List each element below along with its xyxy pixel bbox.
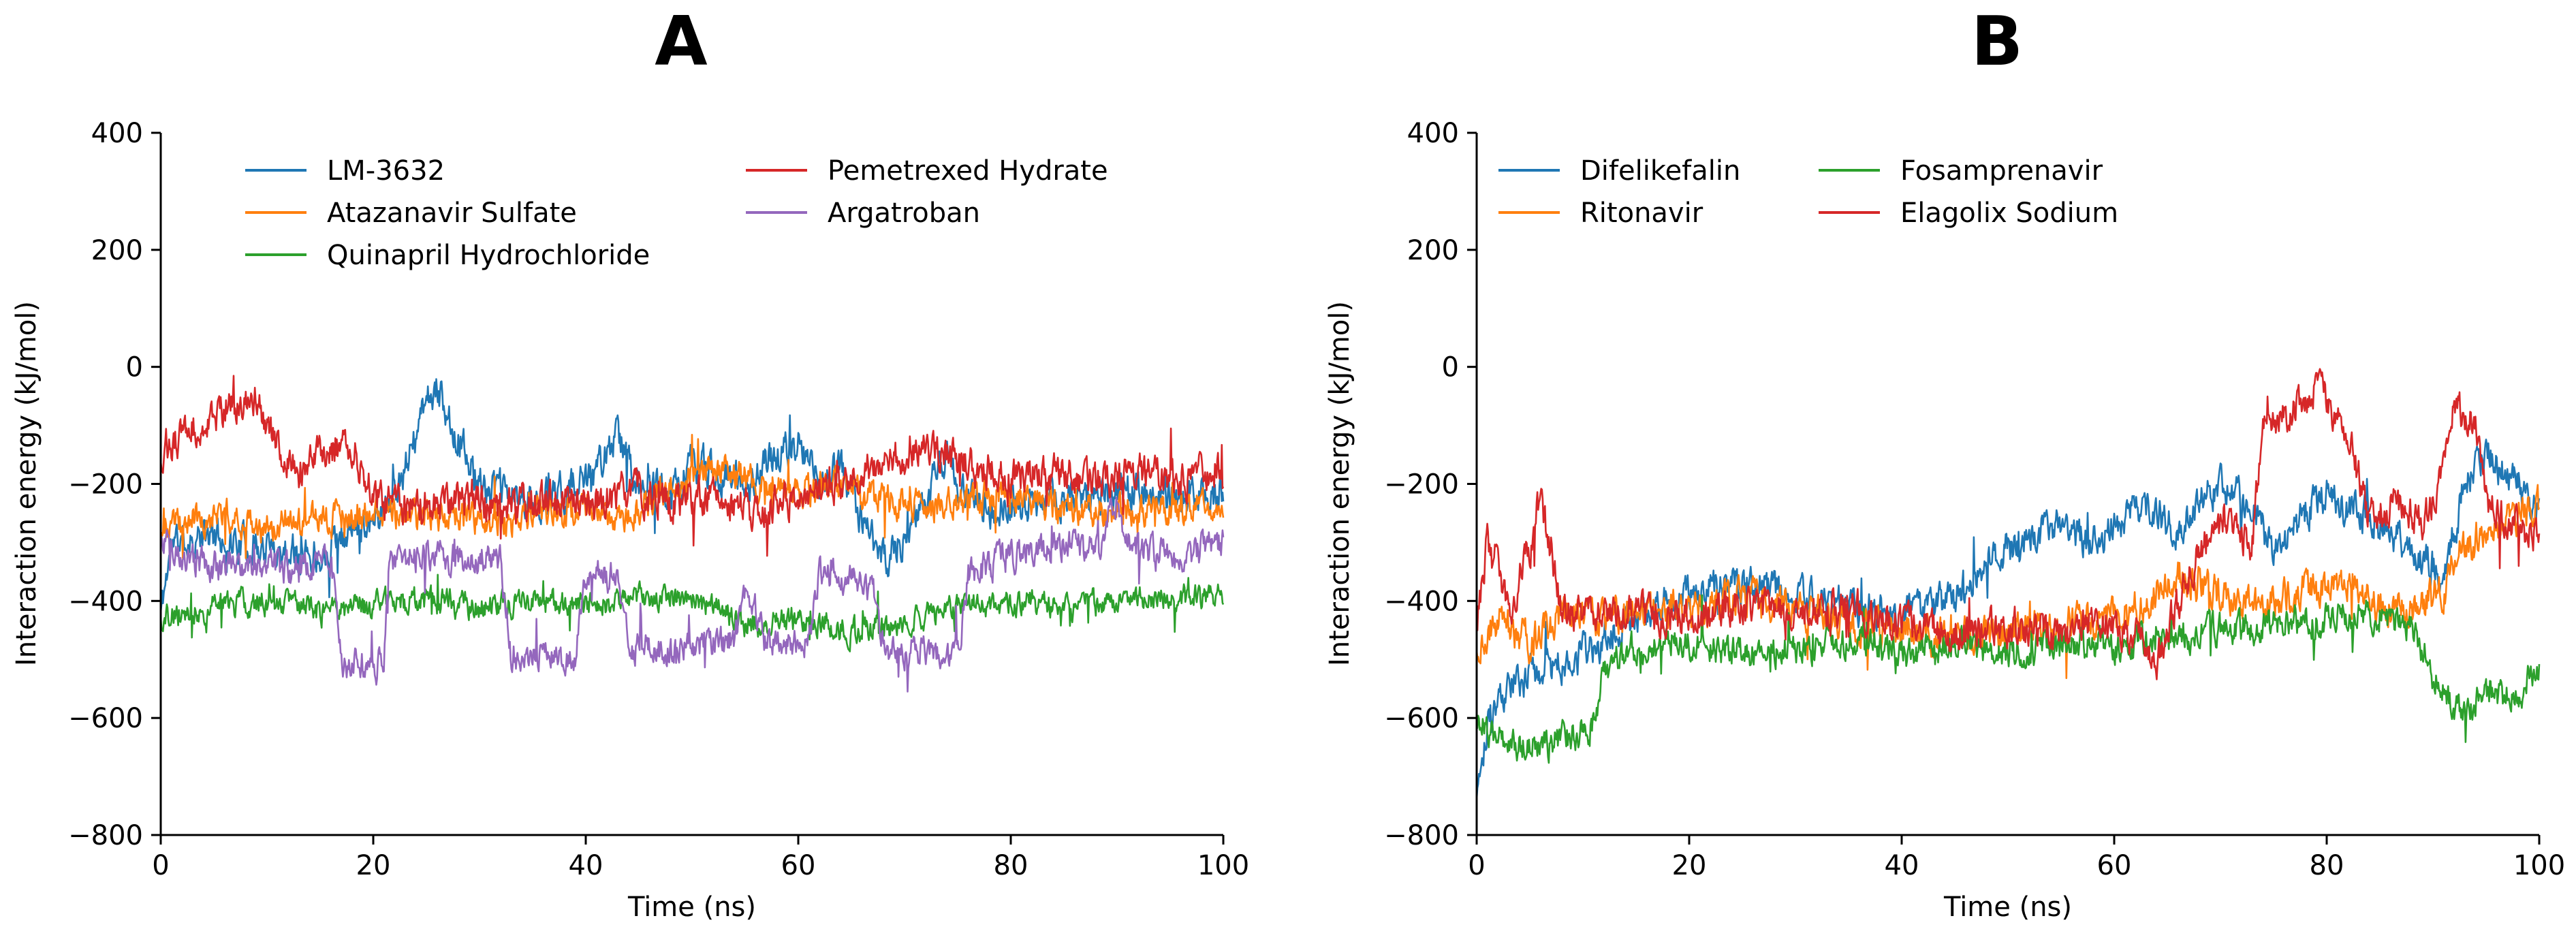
panel-b-y-tick-label: −600 [1384,703,1459,734]
panel-a-series-line-2 [159,573,1225,652]
panel-b-x-ticks: 0 20 40 60 80 100 [1468,835,2565,881]
panel-a-y-ticks: 400 200 0 −200 −400 −600 −800 [68,118,161,851]
panel-a-x-tick-label: 80 [994,850,1028,881]
panel-a-y-tick-label: −600 [68,703,143,734]
panel-a-legend-label: LM-3632 [327,155,445,187]
panel-b-series-line-3 [1475,368,2541,680]
panel-a-x-tick-label: 60 [781,850,816,881]
panel-a-y-tick-label: 400 [91,118,143,149]
panel-a-legend-label: Quinapril Hydrochloride [327,240,650,271]
panel-b-label: B [1971,1,2023,81]
panel-b-y-tick-label: −200 [1384,469,1459,501]
panel-a-x-tick-label: 40 [569,850,603,881]
panel-b-y-axis-label: Interaction energy (kJ/mol) [1324,301,1355,666]
panel-b-x-tick-label: 100 [2513,850,2565,881]
panel-b-y-tick-label: 400 [1407,118,1459,149]
panel-a-legend-label: Argatroban [828,198,980,229]
panel-b-y-tick-label: −400 [1384,586,1459,617]
panel-b-x-tick-label: 0 [1468,850,1485,881]
panel-b-x-axis-label: Time (ns) [1943,892,2072,923]
panel-b-y-tick-label: −800 [1384,820,1459,851]
panel-b-x-tick-label: 20 [1672,850,1707,881]
panel-b-x-tick-label: 60 [2097,850,2132,881]
panel-a-chart: A 0 20 40 60 80 100 400 200 0 −200 −400 −600 −800 T… [11,1,1249,923]
panel-a-series-group [159,375,1225,693]
panel-a-legend-label: Atazanavir Sulfate [327,198,577,229]
panel-a-y-tick-label: 200 [91,235,143,266]
panel-b-x-tick-label: 40 [1885,850,1919,881]
panel-b-y-tick-label: 200 [1407,235,1459,266]
panel-b-legend-label: Difelikefalin [1580,155,1740,187]
panel-b-legend: Difelikefalin Ritonavir Fosamprenavir Elago… [1498,155,2118,229]
panel-a-x-ticks: 0 20 40 60 80 100 [152,835,1249,881]
panel-a-y-tick-label: −800 [68,820,143,851]
panel-a-legend: LM-3632 Atazanavir Sulfate Quinapril Hydro… [245,155,1108,271]
panel-a-label: A [655,1,707,81]
panel-b-chart: B 0 20 40 60 80 100 400 200 0 −200 −400 −600 −800 T… [1324,1,2565,923]
panel-a-y-axis-label: Interaction energy (kJ/mol) [11,301,42,666]
panel-a-series-line-3 [159,375,1225,557]
panel-b-y-tick-label: 0 [1442,352,1459,383]
panel-b-legend-label: Fosamprenavir [1900,155,2103,187]
panel-b-y-ticks: 400 200 0 −200 −400 −600 −800 [1384,118,1477,851]
panel-a-y-tick-label: −200 [68,469,143,501]
panel-a-series-line-0 [159,378,1225,613]
panel-a-y-tick-label: −400 [68,586,143,617]
panel-a-series-line-4 [159,496,1225,693]
panel-b-x-tick-label: 80 [2310,850,2344,881]
panel-a-x-tick-label: 100 [1197,850,1249,881]
panel-b-legend-label: Elagolix Sodium [1900,198,2118,229]
panel-b-series-line-2 [1475,594,2541,764]
panel-a-x-axis-label: Time (ns) [627,892,756,923]
panel-a-x-tick-label: 0 [152,850,169,881]
panel-a-y-tick-label: 0 [126,352,143,383]
panel-b-legend-label: Ritonavir [1580,198,1703,229]
panel-a-x-tick-label: 20 [356,850,391,881]
panel-a-legend-label: Pemetrexed Hydrate [828,155,1108,187]
panel-b-series-group [1475,368,2541,800]
